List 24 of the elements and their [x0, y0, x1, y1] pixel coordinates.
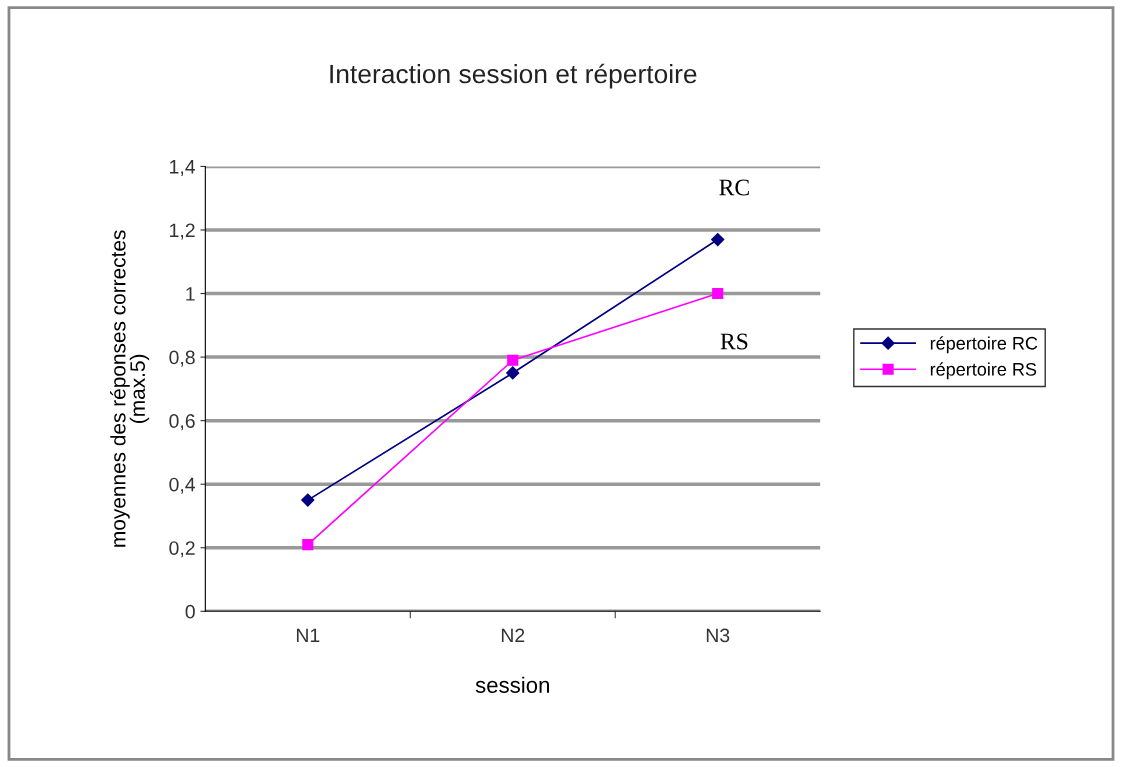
point	[302, 539, 314, 551]
y-tick-label: 0,8	[169, 350, 195, 367]
point	[506, 366, 520, 380]
x-tick-label: N1	[296, 628, 320, 643]
x-tick-label: N2	[501, 628, 525, 643]
point	[507, 354, 519, 366]
y-tick-label: 1	[186, 287, 195, 301]
y-tick-label: 0,6	[169, 414, 195, 431]
y-axis-title: moyennes des réponses correctes (max.5)	[110, 230, 150, 547]
annotation: RS	[720, 333, 748, 350]
x-axis-title: session	[475, 676, 549, 693]
chart-title: Interaction session et répertoire	[330, 63, 697, 89]
point	[711, 232, 725, 247]
y-tick-label: 1,2	[170, 223, 195, 240]
annotation: RC	[719, 179, 749, 196]
legend-label: répertoire RS	[930, 362, 1037, 380]
point	[712, 287, 724, 300]
y-tick-label: 0,4	[169, 477, 196, 494]
y-tick-label: 0	[185, 604, 195, 619]
y-tick-label: 0,2	[169, 541, 195, 558]
point	[301, 493, 315, 507]
y-tick-label: 1,4	[170, 160, 196, 176]
x-tick-label: N3	[706, 628, 730, 643]
legend-label: répertoire RC	[930, 336, 1038, 354]
